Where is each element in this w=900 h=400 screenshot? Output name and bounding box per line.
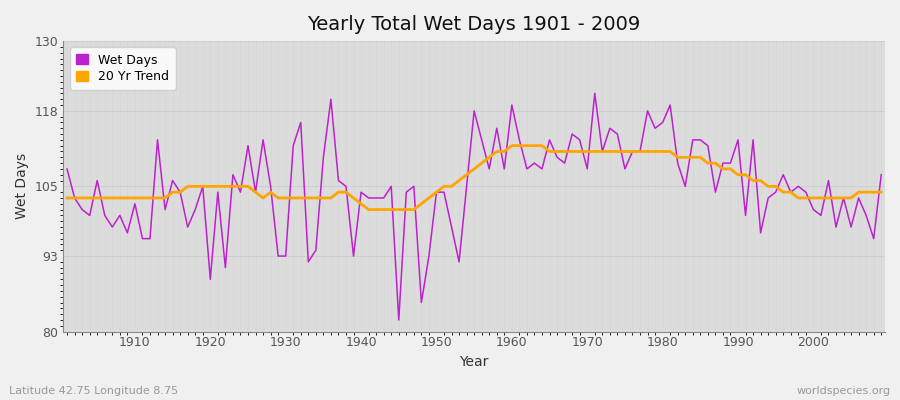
Line: Wet Days: Wet Days bbox=[68, 93, 881, 320]
Wet Days bbox=[507, 103, 517, 108]
Wet Days bbox=[612, 132, 623, 136]
20 Yr Trend bbox=[62, 196, 73, 200]
Title: Yearly Total Wet Days 1901 - 2009: Yearly Total Wet Days 1901 - 2009 bbox=[308, 15, 641, 34]
Y-axis label: Wet Days: Wet Days bbox=[15, 153, 29, 220]
Wet Days bbox=[514, 138, 525, 142]
Wet Days bbox=[590, 91, 600, 96]
20 Yr Trend bbox=[876, 190, 886, 194]
Wet Days bbox=[876, 172, 886, 177]
20 Yr Trend bbox=[364, 207, 374, 212]
20 Yr Trend bbox=[514, 143, 525, 148]
20 Yr Trend bbox=[288, 196, 299, 200]
20 Yr Trend bbox=[612, 149, 623, 154]
Text: worldspecies.org: worldspecies.org bbox=[796, 386, 891, 396]
Wet Days bbox=[62, 166, 73, 171]
20 Yr Trend bbox=[122, 196, 133, 200]
Text: Latitude 42.75 Longitude 8.75: Latitude 42.75 Longitude 8.75 bbox=[9, 386, 178, 396]
Wet Days bbox=[333, 178, 344, 183]
Wet Days bbox=[122, 230, 133, 235]
20 Yr Trend bbox=[333, 190, 344, 194]
Line: 20 Yr Trend: 20 Yr Trend bbox=[68, 146, 881, 210]
X-axis label: Year: Year bbox=[460, 355, 489, 369]
20 Yr Trend bbox=[507, 143, 517, 148]
20 Yr Trend bbox=[521, 143, 532, 148]
Wet Days bbox=[393, 318, 404, 322]
Wet Days bbox=[288, 143, 299, 148]
Legend: Wet Days, 20 Yr Trend: Wet Days, 20 Yr Trend bbox=[69, 47, 176, 90]
